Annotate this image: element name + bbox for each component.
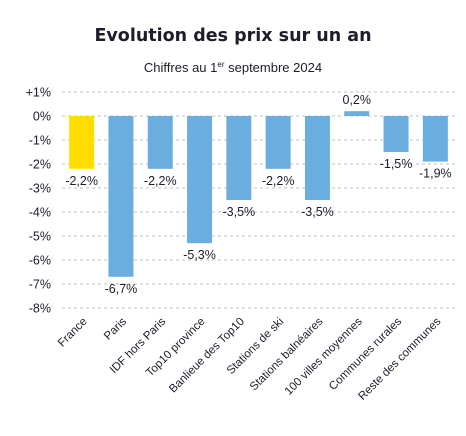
subtitle-superscript: er: [217, 60, 225, 69]
category-label: Stations balnéaires: [248, 315, 326, 393]
chart-subtitle: Chiffres au 1er septembre 2024: [0, 60, 466, 75]
y-tick-label: 0%: [33, 110, 51, 124]
data-label: -5,3%: [183, 248, 216, 262]
bar: [304, 116, 330, 200]
bar: [187, 116, 213, 244]
data-label: -3,5%: [223, 205, 256, 219]
y-tick-label: -8%: [29, 302, 51, 316]
bar: [383, 116, 409, 152]
data-label: -3,5%: [301, 205, 334, 219]
data-label: -2,2%: [144, 174, 177, 188]
bar: [108, 116, 134, 277]
y-tick-label: +1%: [26, 86, 51, 100]
y-tick-label: -7%: [29, 278, 51, 292]
bar: [265, 116, 291, 169]
category-label: France: [56, 316, 90, 350]
y-tick-label: -2%: [29, 158, 51, 172]
y-tick-label: -6%: [29, 254, 51, 268]
bar: [69, 116, 95, 169]
bar: [422, 116, 448, 162]
data-label: -1,9%: [419, 167, 452, 181]
subtitle-suffix: septembre 2024: [224, 60, 323, 75]
subtitle-prefix: Chiffres au 1: [143, 60, 218, 75]
data-label: -1,5%: [380, 157, 413, 171]
data-label: -2,2%: [65, 174, 98, 188]
category-label: Reste des communes: [356, 315, 443, 402]
data-label: -2,2%: [262, 174, 295, 188]
chart-title: Evolution des prix sur un an: [94, 26, 372, 46]
data-label: -6,7%: [105, 282, 138, 296]
y-tick-label: -4%: [29, 206, 51, 220]
data-label: 0,2%: [343, 93, 372, 107]
category-label: Banlieue des Top10: [167, 316, 247, 396]
bar: [344, 111, 370, 116]
bar: [147, 116, 173, 169]
y-tick-label: -1%: [29, 134, 51, 148]
bar: [226, 116, 252, 200]
y-tick-label: -3%: [29, 182, 51, 196]
category-label: Paris: [102, 315, 129, 342]
category-label: Communes rurales: [327, 315, 404, 392]
y-tick-label: -5%: [29, 230, 51, 244]
category-label: 100 villes moyennes: [283, 315, 365, 397]
